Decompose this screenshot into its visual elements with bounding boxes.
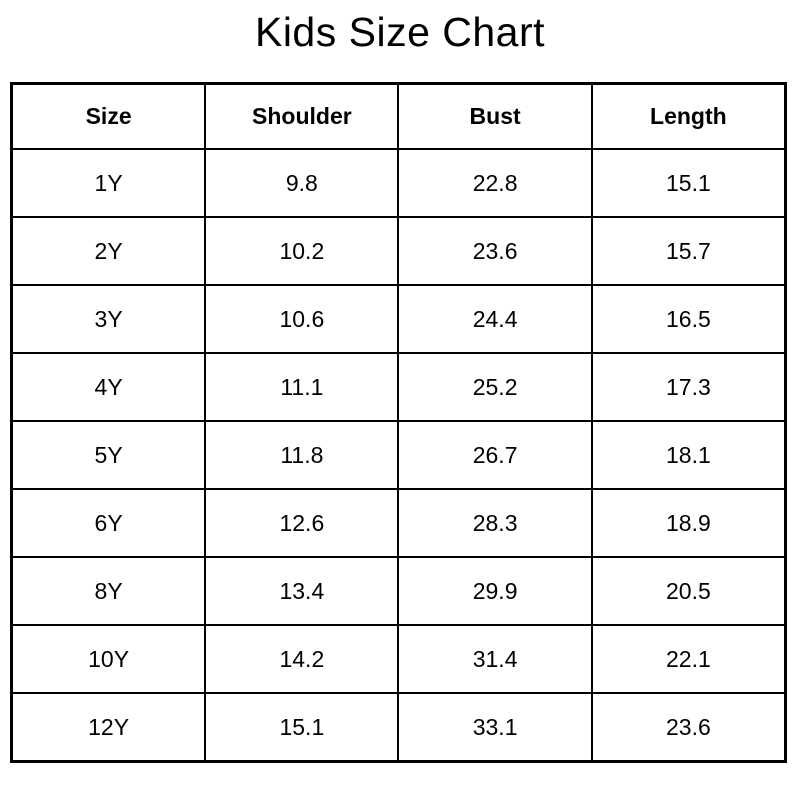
table-row: 6Y 12.6 28.3 18.9 bbox=[10, 488, 787, 558]
column-header-size: Size bbox=[10, 82, 207, 150]
column-header-bust: Bust bbox=[397, 82, 593, 150]
table-row: 10Y 14.2 31.4 22.1 bbox=[10, 624, 787, 694]
table-row: 12Y 15.1 33.1 23.6 bbox=[10, 692, 787, 763]
value-cell: 15.1 bbox=[590, 148, 787, 218]
value-cell: 16.5 bbox=[590, 284, 787, 354]
value-cell: 9.8 bbox=[204, 148, 400, 218]
size-cell: 4Y bbox=[10, 352, 207, 422]
value-cell: 24.4 bbox=[397, 284, 593, 354]
value-cell: 17.3 bbox=[590, 352, 787, 422]
size-cell: 12Y bbox=[10, 692, 207, 763]
table-row: 4Y 11.1 25.2 17.3 bbox=[10, 352, 787, 422]
value-cell: 14.2 bbox=[204, 624, 400, 694]
table-body: 1Y 9.8 22.8 15.1 2Y 10.2 23.6 15.7 3Y 10.6 24.4 16.… bbox=[10, 148, 787, 763]
value-cell: 31.4 bbox=[397, 624, 593, 694]
value-cell: 11.1 bbox=[204, 352, 400, 422]
value-cell: 11.8 bbox=[204, 420, 400, 490]
table-row: 8Y 13.4 29.9 20.5 bbox=[10, 556, 787, 626]
table-header: Size Shoulder Bust Length bbox=[10, 82, 787, 150]
value-cell: 22.8 bbox=[397, 148, 593, 218]
value-cell: 26.7 bbox=[397, 420, 593, 490]
size-cell: 1Y bbox=[10, 148, 207, 218]
value-cell: 28.3 bbox=[397, 488, 593, 558]
table-row: 5Y 11.8 26.7 18.1 bbox=[10, 420, 787, 490]
size-cell: 6Y bbox=[10, 488, 207, 558]
value-cell: 13.4 bbox=[204, 556, 400, 626]
size-chart-table: Size Shoulder Bust Length 1Y 9.8 22.8 15.1 2Y 10… bbox=[10, 82, 787, 763]
value-cell: 29.9 bbox=[397, 556, 593, 626]
value-cell: 18.9 bbox=[590, 488, 787, 558]
value-cell: 18.1 bbox=[590, 420, 787, 490]
size-cell: 10Y bbox=[10, 624, 207, 694]
page-title: Kids Size Chart bbox=[254, 9, 546, 55]
header-row: Size Shoulder Bust Length bbox=[10, 82, 787, 150]
column-header-length: Length bbox=[590, 82, 787, 150]
size-cell: 8Y bbox=[10, 556, 207, 626]
size-cell: 2Y bbox=[10, 216, 207, 286]
value-cell: 20.5 bbox=[590, 556, 787, 626]
value-cell: 10.6 bbox=[204, 284, 400, 354]
table-row: 2Y 10.2 23.6 15.7 bbox=[10, 216, 787, 286]
table-row: 3Y 10.6 24.4 16.5 bbox=[10, 284, 787, 354]
value-cell: 33.1 bbox=[397, 692, 593, 763]
column-header-shoulder: Shoulder bbox=[204, 82, 400, 150]
size-cell: 3Y bbox=[10, 284, 207, 354]
table-row: 1Y 9.8 22.8 15.1 bbox=[10, 148, 787, 218]
value-cell: 22.1 bbox=[590, 624, 787, 694]
value-cell: 15.7 bbox=[590, 216, 787, 286]
value-cell: 15.1 bbox=[204, 692, 400, 763]
value-cell: 23.6 bbox=[590, 692, 787, 763]
size-cell: 5Y bbox=[10, 420, 207, 490]
value-cell: 10.2 bbox=[204, 216, 400, 286]
value-cell: 23.6 bbox=[397, 216, 593, 286]
value-cell: 12.6 bbox=[204, 488, 400, 558]
value-cell: 25.2 bbox=[397, 352, 593, 422]
